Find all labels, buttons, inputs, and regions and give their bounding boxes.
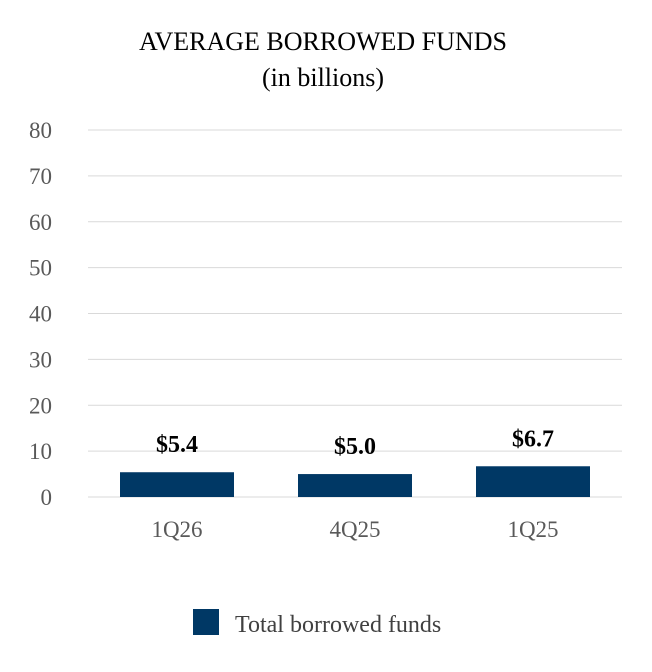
y-tick-label: 50 [29,256,52,281]
data-label-1q26: $5.4 [156,432,198,458]
y-tick-label: 0 [41,485,53,510]
data-labels: $5.4 $5.0 $6.7 [156,426,554,460]
x-axis-ticks: 1Q26 4Q25 1Q25 [151,517,558,542]
y-tick-label: 80 [29,118,52,143]
chart-subtitle: (in billions) [262,63,384,92]
bar-4q25 [298,474,412,497]
bar-1q26 [120,472,234,497]
data-label-1q25: $6.7 [512,426,554,452]
y-tick-label: 60 [29,210,52,235]
y-axis-ticks: 0 10 20 30 40 50 60 70 80 [29,118,52,510]
x-tick-label-4q25: 4Q25 [329,517,380,542]
legend: Total borrowed funds [193,609,441,638]
y-tick-label: 20 [29,393,52,418]
bars [120,466,590,497]
legend-swatch-total-borrowed-funds [193,609,219,635]
bar-1q25 [476,466,590,497]
x-tick-label-1q25: 1Q25 [507,517,558,542]
legend-label-total-borrowed-funds: Total borrowed funds [235,612,441,638]
y-tick-label: 10 [29,439,52,464]
y-tick-label: 30 [29,347,52,372]
x-tick-label-1q26: 1Q26 [151,517,202,542]
data-label-4q25: $5.0 [334,434,376,460]
y-tick-label: 70 [29,164,52,189]
y-tick-label: 40 [29,302,52,327]
gridlines [88,129,622,498]
chart-title: AVERAGE BORROWED FUNDS [139,27,507,56]
